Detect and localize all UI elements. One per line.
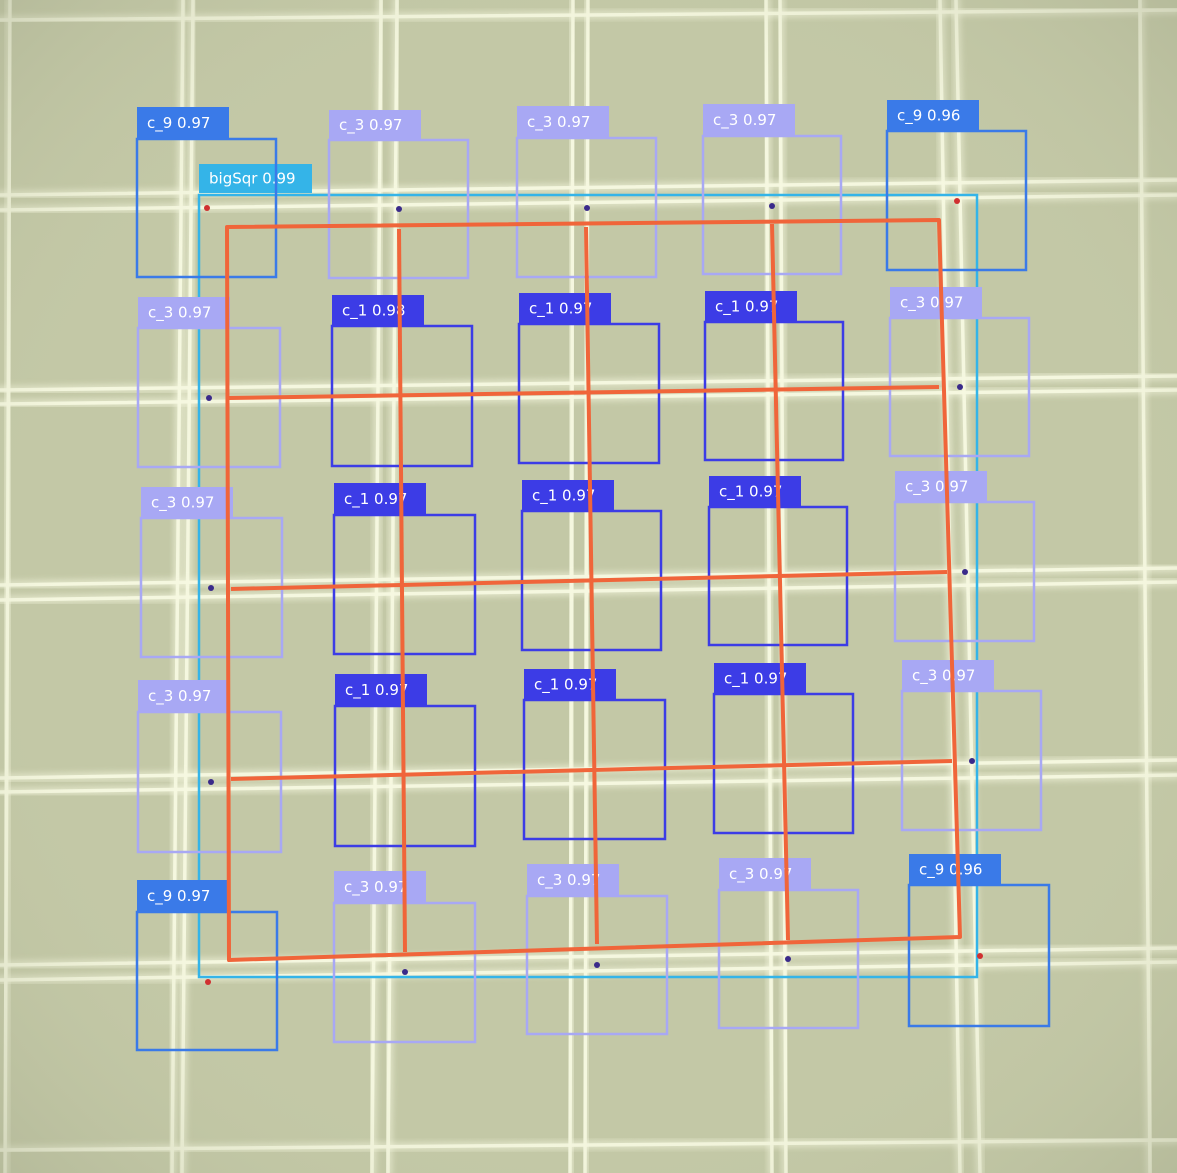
bbox-label: c_3 0.97: [339, 116, 402, 135]
bbox-label-bg: [519, 293, 611, 324]
fitted-grid-line: [230, 759, 953, 781]
detection-c3-l3: c_3 0.97: [136, 680, 283, 854]
bbox-label-bg: [709, 476, 801, 507]
bbox-label-bg: [719, 858, 811, 890]
bbox-label-bg: [137, 107, 229, 139]
bbox-label: c_9 0.96: [897, 107, 960, 126]
bbox-label-bg: [890, 287, 982, 318]
center-point: [969, 758, 975, 764]
fitted-grid-outline: [225, 218, 962, 962]
bbox-label-bg: [334, 483, 426, 515]
fitted-grid-line: [397, 228, 407, 953]
bbox-label-bg: [909, 854, 1001, 885]
bbox-label: c_3 0.97: [148, 687, 211, 706]
fitted-grid-line: [228, 385, 940, 400]
bbox-label-bg: [335, 674, 427, 706]
fitted-grid-line: [770, 223, 790, 941]
bbox-label-bg: [522, 480, 614, 511]
bbox-label-bg: [703, 104, 795, 136]
detection-c3-r2: c_3 0.97: [893, 471, 1036, 643]
bbox-label: c_3 0.97: [900, 294, 963, 313]
center-point: [208, 779, 214, 785]
bbox-label: c_1 0.97: [529, 300, 592, 319]
detection-c3-b2: c_3 0.97: [525, 864, 669, 1036]
bbox-label: c_1 0.97: [345, 681, 408, 700]
bbox-label-bg: [138, 297, 230, 328]
bbox-label-bg: [332, 295, 424, 326]
bbox-label-bg: [137, 880, 229, 912]
center-point: [206, 395, 212, 401]
detection-c3-t1: c_3 0.97: [327, 110, 470, 280]
bbox-label: c_1 0.97: [532, 487, 595, 506]
detection-c3-l2: c_3 0.97: [139, 487, 284, 659]
center-point: [785, 956, 791, 962]
detection-c3-r3: c_3 0.97: [900, 660, 1043, 832]
bbox-label: c_9 0.96: [919, 861, 982, 880]
center-point: [402, 969, 408, 975]
detection-c9-tl: c_9 0.97: [135, 107, 278, 279]
corner-and-center-points: [204, 198, 983, 985]
bbox-label: c_3 0.97: [537, 871, 600, 890]
bbox-label-bg: [329, 110, 421, 140]
detection-c9-tr: c_9 0.96: [885, 100, 1028, 272]
center-point: [594, 962, 600, 968]
corner-point: [205, 979, 211, 985]
bbox-label: c_1 0.97: [534, 676, 597, 695]
bbox-label: c_3 0.97: [148, 304, 211, 323]
detection-c9-bl: c_9 0.97: [135, 880, 279, 1052]
bbox-label-bg: [887, 100, 979, 131]
fitted-grid: [225, 218, 962, 962]
detection-boxes: bigSqr 0.99 c_9 0.97 c_3 0.97 c_3 0.97 c_3 0…: [135, 100, 1051, 1052]
bbox-label: c_9 0.97: [147, 887, 210, 906]
detection-c1-31: c_1 0.97: [333, 674, 477, 848]
detection-c3-l1: c_3 0.97: [136, 297, 282, 469]
bbox-label-bg: [705, 291, 797, 322]
detection-c3-b1: c_3 0.97: [332, 871, 477, 1044]
fitted-grid-line: [584, 226, 599, 945]
bbox-label-bg: [895, 471, 987, 502]
center-point: [584, 205, 590, 211]
bbox-label-bg: [138, 680, 230, 712]
bbox-label: c_3 0.97: [527, 113, 590, 132]
bbox-label: c_3 0.97: [912, 667, 975, 686]
bbox-label: c_3 0.97: [151, 494, 214, 513]
detection-c9-br: c_9 0.96: [907, 854, 1051, 1028]
detection-bigsqr: bigSqr 0.99: [197, 164, 979, 979]
bbox-label: c_9 0.97: [147, 114, 210, 133]
center-point: [396, 206, 402, 212]
bbox-label: c_1 0.98: [342, 302, 405, 321]
fitted-grid-line: [230, 570, 948, 591]
bbox-label-bg: [334, 871, 426, 903]
center-point: [208, 585, 214, 591]
center-point: [957, 384, 963, 390]
bbox-label: c_3 0.97: [713, 111, 776, 130]
detection-c3-r1: c_3 0.97: [888, 287, 1031, 458]
bbox-label: c_3 0.97: [905, 478, 968, 497]
bbox-label-bg: [199, 164, 312, 193]
bbox-label-bg: [527, 864, 619, 896]
bbox-label: c_1 0.97: [344, 490, 407, 509]
detection-c1-21: c_1 0.97: [332, 483, 477, 656]
bbox-label-bg: [714, 663, 806, 694]
bbox-label-bg: [517, 106, 609, 138]
corner-point: [977, 953, 983, 959]
bbox-label: c_3 0.97: [344, 878, 407, 897]
bbox-label-bg: [902, 660, 994, 691]
bbox-label: c_1 0.97: [719, 483, 782, 502]
bbox-label-bg: [524, 669, 616, 700]
bbox-label: bigSqr 0.99: [209, 170, 296, 188]
bbox-label: c_3 0.97: [729, 865, 792, 884]
center-point: [769, 203, 775, 209]
bbox-label: c_1 0.97: [715, 298, 778, 317]
corner-point: [954, 198, 960, 204]
bbox-label-bg: [141, 487, 233, 518]
bbox-bigSqr: [197, 193, 979, 979]
corner-point: [204, 205, 210, 211]
center-point: [962, 569, 968, 575]
bbox-label: c_1 0.97: [724, 670, 787, 689]
